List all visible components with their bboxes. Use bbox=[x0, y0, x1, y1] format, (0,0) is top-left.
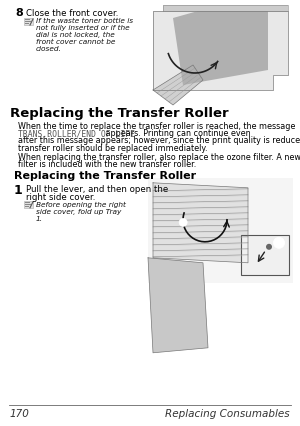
Circle shape bbox=[179, 219, 187, 227]
Text: not fully inserted or if the: not fully inserted or if the bbox=[36, 25, 130, 31]
Text: Close the front cover.: Close the front cover. bbox=[26, 9, 119, 18]
Text: Replacing the Transfer Roller: Replacing the Transfer Roller bbox=[10, 107, 229, 120]
Text: 1: 1 bbox=[14, 183, 23, 196]
Polygon shape bbox=[153, 183, 248, 263]
Bar bbox=[148, 178, 293, 283]
Text: When replacing the transfer roller, also replace the ozone filter. A new ozone: When replacing the transfer roller, also… bbox=[18, 152, 300, 161]
Polygon shape bbox=[153, 66, 203, 106]
Text: filter is included with the new transfer roller.: filter is included with the new transfer… bbox=[18, 159, 196, 168]
Text: side cover, fold up Tray: side cover, fold up Tray bbox=[36, 208, 122, 215]
Text: 8: 8 bbox=[15, 8, 23, 18]
Text: TRANS.ROLLER/END OF LIFE: TRANS.ROLLER/END OF LIFE bbox=[18, 129, 135, 138]
Text: right side cover.: right side cover. bbox=[26, 193, 95, 201]
Polygon shape bbox=[153, 12, 288, 91]
Text: closed.: closed. bbox=[36, 46, 62, 52]
Text: 1.: 1. bbox=[36, 216, 43, 222]
Text: Replacing Consumables: Replacing Consumables bbox=[165, 408, 290, 418]
Bar bbox=[24, 19, 33, 26]
Bar bbox=[25, 206, 29, 207]
Bar bbox=[24, 201, 33, 208]
Text: Replacing the Transfer Roller: Replacing the Transfer Roller bbox=[14, 170, 196, 180]
Text: Before opening the right: Before opening the right bbox=[36, 201, 126, 207]
Text: If the waste toner bottle is: If the waste toner bottle is bbox=[36, 18, 133, 24]
Polygon shape bbox=[148, 258, 208, 353]
Bar bbox=[241, 235, 289, 275]
Bar bbox=[25, 204, 31, 205]
Text: after this message appears; however, since the print quality is reduced, the: after this message appears; however, sin… bbox=[18, 136, 300, 145]
Text: 170: 170 bbox=[10, 408, 30, 418]
Polygon shape bbox=[173, 12, 268, 86]
Text: front cover cannot be: front cover cannot be bbox=[36, 39, 116, 45]
Text: 2: 2 bbox=[181, 219, 184, 225]
Text: appears. Printing can continue even: appears. Printing can continue even bbox=[103, 129, 251, 138]
Text: 1: 1 bbox=[277, 239, 281, 245]
Bar bbox=[25, 22, 31, 23]
Text: When the time to replace the transfer roller is reached, the message: When the time to replace the transfer ro… bbox=[18, 122, 296, 131]
Text: transfer roller should be replaced immediately.: transfer roller should be replaced immed… bbox=[18, 143, 208, 152]
Bar bbox=[25, 20, 30, 21]
Circle shape bbox=[274, 238, 284, 249]
Bar bbox=[25, 202, 30, 203]
Bar bbox=[25, 24, 29, 25]
Circle shape bbox=[266, 244, 272, 250]
Text: Pull the lever, and then open the: Pull the lever, and then open the bbox=[26, 184, 168, 193]
Text: dial is not locked, the: dial is not locked, the bbox=[36, 32, 115, 38]
Polygon shape bbox=[163, 6, 288, 12]
